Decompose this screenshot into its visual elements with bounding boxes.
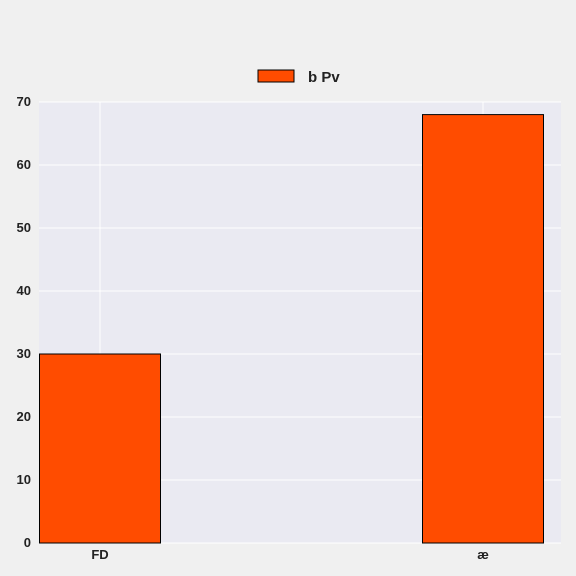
x-axis-ticks: FD æ: [91, 547, 489, 562]
x-tick-label: FD: [91, 547, 108, 562]
bar: [422, 114, 544, 544]
legend-label: b Pv: [308, 69, 340, 86]
legend: b Pv: [257, 69, 340, 86]
y-axis-ticks: 0 10 20 30 40 50 60 70: [17, 94, 31, 550]
bar: [39, 353, 161, 544]
y-tick-label: 70: [17, 94, 31, 109]
y-tick-label: 10: [17, 472, 31, 487]
y-tick-label: 40: [17, 283, 31, 298]
y-tick-label: 50: [17, 220, 31, 235]
bars: [39, 114, 544, 544]
x-tick-label: æ: [477, 547, 489, 562]
y-tick-label: 60: [17, 157, 31, 172]
y-tick-label: 0: [24, 535, 31, 550]
y-tick-label: 20: [17, 409, 31, 424]
legend-swatch: [257, 69, 295, 83]
y-tick-label: 30: [17, 346, 31, 361]
